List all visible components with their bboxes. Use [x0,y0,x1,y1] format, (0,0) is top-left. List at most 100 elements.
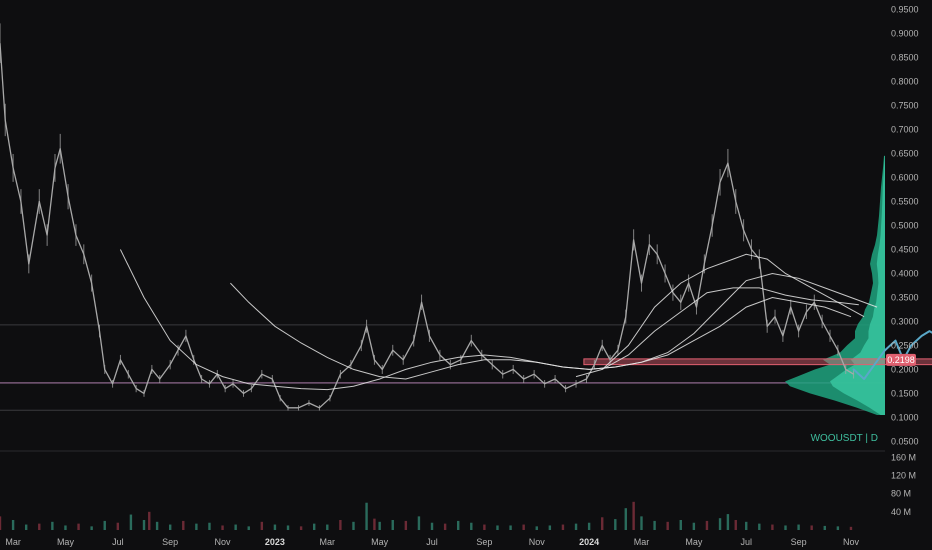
volume-bar [148,511,151,530]
volume-bar [632,501,635,530]
volume-bar [601,517,604,530]
volume-bar [352,521,355,530]
volume-bar [574,523,578,530]
moving-average-line [601,253,865,370]
volume-bar [496,525,499,530]
price-tick-label: 0.3000 [891,316,919,326]
price-tick-label: 0.5000 [891,221,919,231]
volume-bar [483,524,486,530]
price-tick-label: 0.4000 [891,268,919,278]
price-tick-label: 0.6500 [891,149,919,159]
volume-profile-area [785,155,885,416]
time-tick-label: Sep [791,537,807,547]
time-tick-label: Nov [843,537,860,547]
volume-bar [692,522,696,530]
time-tick-label: Nov [529,537,546,547]
time-axis[interactable]: Mar May Jul Sep Nov 2023 Mar May Jul Sep Nov 2024 Ma… [5,537,859,547]
price-tick-label: 0.7000 [891,125,919,135]
volume-tick-label: 160 M [891,452,916,462]
volume-bar [168,524,172,530]
volume-bar [373,518,376,530]
volume-bar [726,514,730,530]
price-tick-label: 0.1000 [891,412,919,422]
volume-bar [24,524,28,530]
volume-bars [0,501,853,530]
volume-bar [784,525,787,530]
price-tick-label: 0.2500 [891,340,919,350]
volume-bar [679,520,682,530]
volume-bar [457,520,460,530]
volume-bar [417,516,421,530]
price-tick-label: 0.8500 [891,53,919,63]
volume-bar [758,523,761,530]
volume-bar [522,524,525,530]
volume-tick-label: 120 M [891,470,916,480]
resistance-zone[interactable] [583,358,932,366]
volume-bar [797,524,800,530]
price-series [0,23,855,411]
price-tick-label: 0.6000 [891,173,919,183]
volume-tick-label: 80 M [891,489,911,499]
volume-profile [785,155,885,416]
symbol-label: WOOUSDT | D [811,433,878,444]
volume-bar [11,520,15,530]
volume-bar [365,502,368,530]
price-axis[interactable]: 0.9500 0.9000 0.8500 0.8000 0.7500 0.7000 0.65… [891,5,919,447]
volume-bar [77,523,80,530]
volume-bar [299,526,303,530]
volume-bar [221,525,224,530]
moving-average-line [230,272,878,380]
volume-bar [771,524,774,530]
volume-bar [430,522,434,530]
time-tick-label: Mar [320,537,336,547]
time-tick-label: 2023 [265,537,285,547]
price-tick-label: 0.7500 [891,101,919,111]
volume-bar [64,525,67,530]
volume-bar [103,520,106,530]
time-tick-label: Jul [426,537,438,547]
moving-average-line [119,249,852,391]
time-tick-label: Mar [5,537,21,547]
volume-bar [810,525,813,530]
volume-bar [718,518,722,530]
time-tick-label: Jul [112,537,124,547]
volume-bar [208,522,211,530]
volume-profile-value-area [830,155,885,416]
last-price-badge: 0.2198 [886,353,916,366]
volume-bar [745,521,748,530]
last-price-badge-bg [886,353,916,366]
price-tick-label: 0.3500 [891,292,919,302]
price-tick-label: 0.0500 [891,436,919,446]
volume-bar [378,521,381,530]
price-tick-label: 0.4500 [891,244,919,254]
volume-bar [51,521,54,530]
volume-tick-label: 40 M [891,507,911,517]
volume-bar [273,524,277,530]
volume-bar [624,508,627,530]
volume-bar [836,526,840,530]
volume-bar [653,520,656,530]
volume-bar [734,520,737,530]
time-tick-label: May [371,537,389,547]
volume-bar [90,526,93,530]
volume-bar [155,521,159,530]
volume-bar [443,523,447,530]
volume-bar [404,520,408,530]
volume-bar [182,520,185,530]
volume-bar [391,520,394,530]
volume-bar [260,521,264,530]
resistance-zone-box[interactable] [583,358,932,366]
time-tick-label: 2024 [579,537,599,547]
time-tick-label: Jul [740,537,752,547]
time-tick-label: Nov [215,537,232,547]
volume-axis[interactable]: 160 M 120 M 80 M 40 M [891,452,916,517]
volume-bar [234,524,237,530]
volume-bar [640,516,643,530]
volume-bar [535,526,538,530]
volume-bar [561,524,565,530]
volume-bar [470,522,473,530]
volume-bar [195,523,198,530]
volume-bar [548,525,552,530]
volume-bar [587,522,591,530]
